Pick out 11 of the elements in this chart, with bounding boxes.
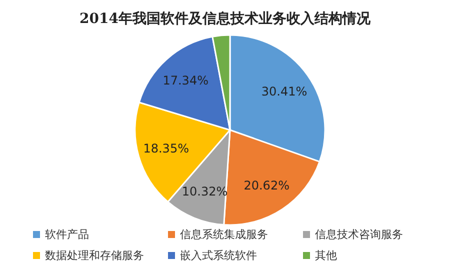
- legend-label: 数据处理和存储服务: [45, 248, 144, 263]
- data-label: 20.62%: [244, 178, 290, 193]
- chart-title: 2014年我国软件及信息技术业务收入结构情况: [78, 10, 372, 29]
- legend-label: 嵌入式系统软件: [180, 248, 257, 263]
- legend-label: 其他: [315, 248, 337, 263]
- legend-label: 信息系统集成服务: [180, 227, 268, 242]
- legend-label: 信息技术咨询服务: [315, 227, 403, 242]
- data-label: 18.35%: [143, 141, 189, 156]
- data-label: 17.34%: [162, 73, 208, 88]
- legend-label: 软件产品: [45, 227, 89, 242]
- data-label: 30.41%: [261, 84, 308, 99]
